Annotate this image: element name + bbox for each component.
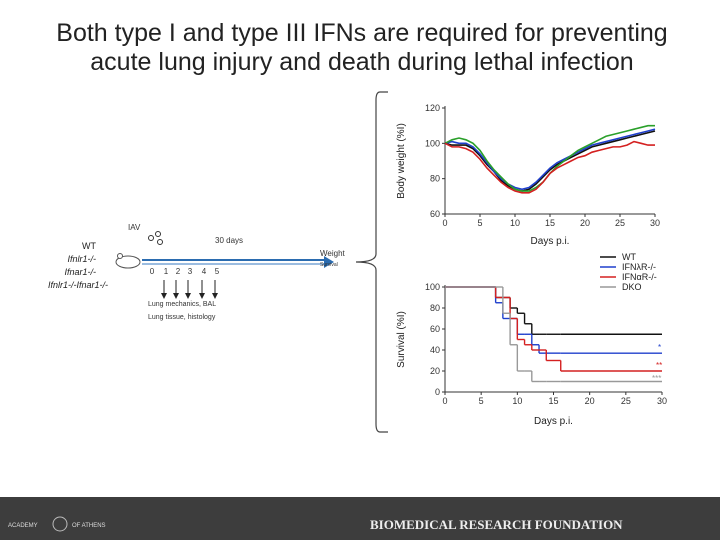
legend-label: WT [622,252,636,262]
footer-title: BIOMEDICAL RESEARCH FOUNDATION [370,517,623,532]
assay-arrowhead [212,293,218,299]
timepoint-label: 4 [202,267,207,276]
y-tick-label: 100 [425,138,440,148]
series-line [444,130,656,192]
x-tick-label: 25 [615,218,625,228]
timepoint-label: 1 [164,267,169,276]
significance-mark: *** [652,374,661,383]
significance-mark: ** [656,361,662,370]
virus-icon [155,231,161,237]
series-line [444,140,655,194]
x-tick-label: 15 [545,218,555,228]
chart: 60 80 100 120 0 5 10 15 20 25 30 Body weight (%I) Da… [396,103,660,247]
x-axis-label: Days p.i. [534,416,573,427]
virus-label: IAV [128,223,141,232]
virus-icon [148,235,154,241]
genotype-label: Ifnlr1-/- [67,254,96,264]
y-tick-label: 100 [425,282,440,292]
footer-text: ACADEMY [8,523,38,529]
series-line [444,128,656,191]
x-tick-label: 10 [512,396,522,406]
readout-sub: Survival [320,262,338,268]
assay-arrowhead [161,293,167,299]
y-tick-label: 0 [435,387,440,397]
legend-label: DKO [622,282,642,292]
y-tick-label: 80 [430,303,440,313]
legend-label: IFNαR-/- [622,272,657,282]
readout-label: Weight [320,249,346,258]
y-axis-label: Body weight (%I) [396,123,407,199]
assay-label: Lung mechanics, BAL [148,301,216,308]
genotype-label: WT [82,241,96,251]
legend-label: IFNλR-/- [622,262,656,272]
x-axis-label: Days p.i. [531,236,570,247]
timepoint-label: 3 [188,267,193,276]
timepoint-label: 0 [150,267,155,276]
duration-label: 30 days [215,236,243,245]
x-tick-label: 10 [510,218,520,228]
x-tick-label: 30 [650,218,660,228]
assay-label: Lung tissue, histology [148,314,216,321]
footer-bar [0,497,720,540]
y-tick-label: 60 [430,324,440,334]
x-tick-label: 30 [657,396,667,406]
y-tick-label: 120 [425,103,440,113]
y-axis-label: Survival (%I) [396,311,407,368]
virus-icon [157,239,163,245]
x-tick-label: 0 [442,396,447,406]
chart: 0 20 40 60 80 100 0 5 10 15 20 25 30 Survival (%I) Day… [396,252,667,427]
x-tick-label: 25 [621,396,631,406]
title-line: acute lung injury and death during letha… [90,48,633,76]
assay-arrowhead [199,293,205,299]
genotype-label: Ifnlr1-/-Ifnar1-/- [48,280,108,290]
title-line: Both type I and type III IFNs are requir… [56,19,667,47]
y-tick-label: 40 [430,345,440,355]
x-tick-label: 5 [479,396,484,406]
y-tick-label: 60 [430,209,440,219]
bracket [355,91,388,433]
assay-arrowhead [185,293,191,299]
diagram: IAV 30 days Weight Survival WT Ifnlr1-/-… [48,223,346,321]
footer-text: OF ATHENS [72,523,106,529]
timepoint-label: 2 [176,267,181,276]
mouse-ear [117,253,123,259]
x-tick-label: 15 [548,396,558,406]
footer-logo [52,516,68,532]
y-tick-label: 20 [430,366,440,376]
significance-mark: * [658,343,661,352]
x-tick-label: 20 [585,396,595,406]
timepoint-label: 5 [215,267,220,276]
timeline-arrow [324,256,334,268]
assay-arrowhead [173,293,179,299]
x-tick-label: 5 [477,218,482,228]
mouse-icon [115,255,141,269]
y-tick-label: 80 [430,174,440,184]
x-tick-label: 20 [580,218,590,228]
genotype-label: Ifnar1-/- [64,267,96,277]
x-tick-label: 0 [442,218,447,228]
